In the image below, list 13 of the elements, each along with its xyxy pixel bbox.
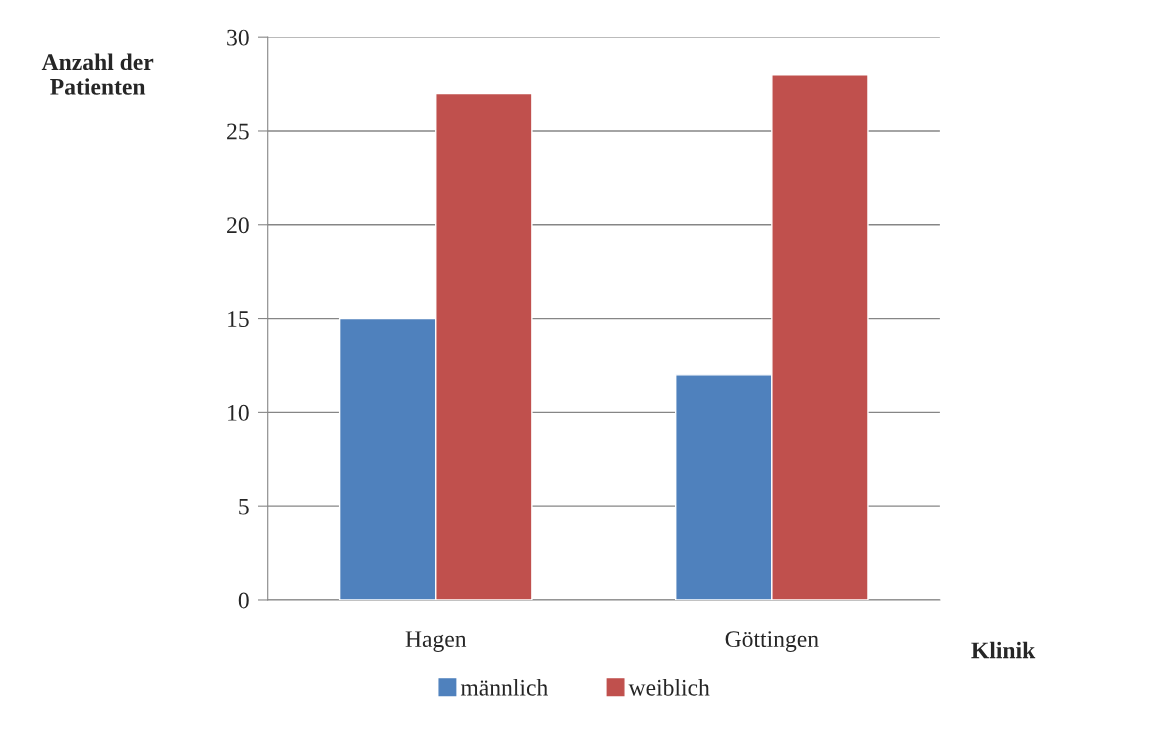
y-tick-label: 30 [227, 29, 249, 46]
y-tick-label: 10 [228, 404, 249, 421]
y-tick-label: 25 [227, 123, 249, 140]
x-axis-title: Klinik [971, 641, 1036, 659]
y-tick-label: 5 [239, 498, 249, 515]
y-tick-label: 20 [227, 217, 249, 234]
legend-label: männlich [460, 679, 548, 696]
y-tick-label: 0 [238, 592, 249, 609]
legend-label: weiblich [628, 679, 710, 696]
x-tick-label: Göttingen [725, 631, 819, 652]
y-axis-title: Anzahl der Patienten [41, 53, 154, 95]
y-tick-label: 15 [228, 311, 249, 327]
x-tick-label: Hagen [405, 631, 467, 652]
